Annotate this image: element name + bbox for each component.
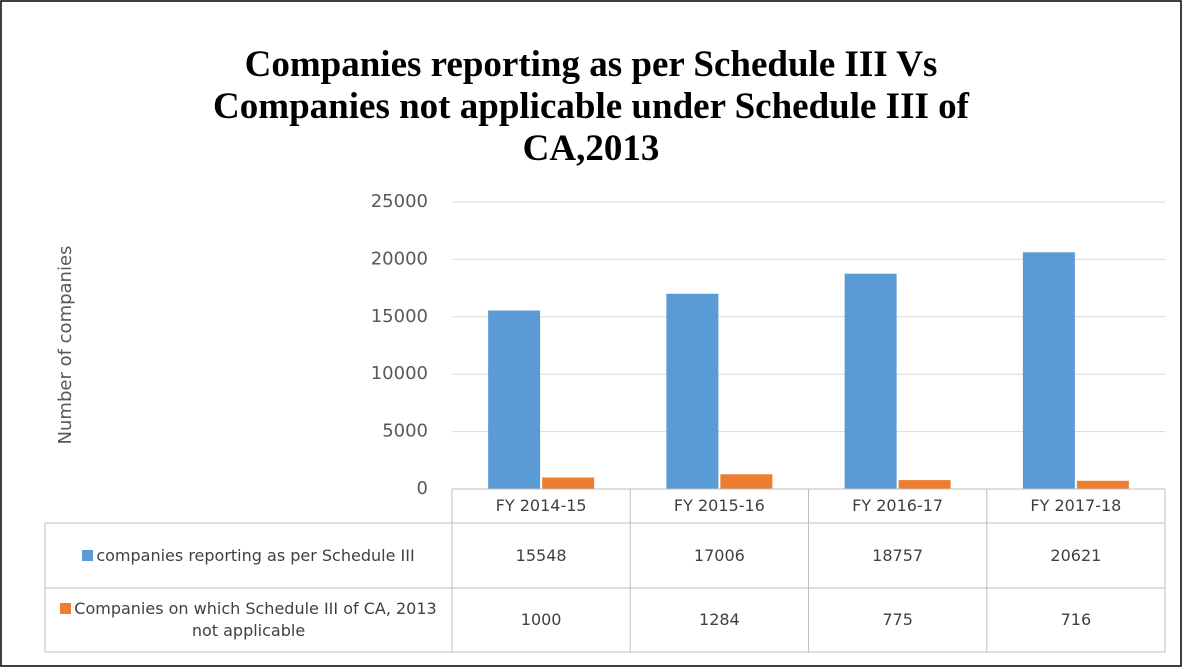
bar [488, 310, 541, 489]
y-axis-label: Number of companies [55, 246, 76, 445]
x-tick-label: FY 2015-16 [673, 496, 765, 515]
table-value: 20621 [1050, 545, 1102, 565]
bar [1076, 480, 1129, 489]
legend-swatch [82, 549, 94, 561]
legend-entry: Companies on which Schedule III of CA, 2… [49, 588, 448, 652]
table-value: 1284 [699, 610, 740, 629]
chart-title: Companies reporting as per Schedule III … [213, 44, 969, 169]
y-tick-label: 0 [417, 478, 428, 499]
y-tick-label: 15000 [371, 306, 428, 327]
legend-label: Companies on which Schedule III of CA, 2… [74, 599, 437, 640]
y-tick-label: 10000 [371, 363, 428, 384]
table-value: 17006 [693, 545, 745, 565]
legend-swatch [60, 603, 72, 614]
x-tick-label: FY 2016-17 [852, 496, 944, 515]
bar [1022, 252, 1075, 489]
bar [844, 273, 897, 489]
table-value: 18757 [872, 545, 924, 565]
bar [666, 293, 719, 489]
legend-label: companies reporting as per Schedule III [96, 545, 415, 565]
bar [898, 480, 951, 489]
bar [720, 474, 773, 489]
table-value: 716 [1060, 610, 1092, 629]
x-tick-label: FY 2014-15 [495, 496, 587, 515]
y-tick-label: 20000 [371, 248, 428, 269]
y-tick-label: 25000 [371, 191, 428, 212]
table-value: 15548 [515, 545, 567, 565]
legend-text-wrap: Companies on which Schedule III of CA, 2… [49, 598, 448, 642]
table-value: 775 [882, 610, 913, 629]
y-tick-label: 5000 [382, 421, 428, 442]
legend-entry: companies reporting as per Schedule III [49, 523, 448, 588]
x-tick-label: FY 2017-18 [1030, 496, 1122, 515]
legend-text-wrap: companies reporting as per Schedule III [82, 545, 415, 567]
bar [542, 477, 595, 489]
table-value: 1000 [520, 610, 562, 629]
